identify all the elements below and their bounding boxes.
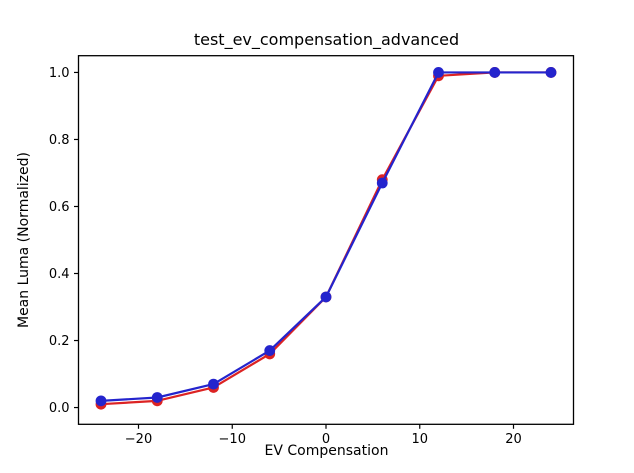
- y-tick-label: 1.0: [49, 66, 70, 81]
- blue-series-marker: [320, 291, 332, 303]
- x-axis-label: EV Compensation: [264, 443, 389, 459]
- blue-series-marker: [376, 177, 388, 189]
- blue-series-marker: [151, 392, 163, 403]
- chart-title: test_ev_compensation_advanced: [193, 30, 460, 49]
- x-tick-label: 20: [505, 432, 522, 447]
- blue-series-marker: [433, 67, 444, 78]
- x-tick-label: −20: [125, 432, 152, 447]
- y-tick-label: 0.0: [49, 401, 70, 416]
- y-tick-label: 0.8: [49, 133, 70, 148]
- blue-series-marker: [264, 345, 276, 356]
- y-tick-label: 0.6: [49, 200, 70, 215]
- x-tick-label: 10: [411, 432, 428, 447]
- blue-series-marker: [489, 67, 501, 78]
- blue-series-marker: [95, 395, 107, 407]
- x-tick-label: 0: [322, 432, 330, 447]
- y-tick-label: 0.4: [49, 267, 70, 282]
- blue-series-marker: [545, 67, 557, 78]
- axes-box: [77, 55, 575, 425]
- blue-series-marker: [208, 378, 219, 390]
- y-tick-label: 0.2: [49, 334, 70, 349]
- x-tick-label: −10: [219, 432, 246, 447]
- y-axis-label-text: Mean Luma (Normalized): [16, 151, 32, 329]
